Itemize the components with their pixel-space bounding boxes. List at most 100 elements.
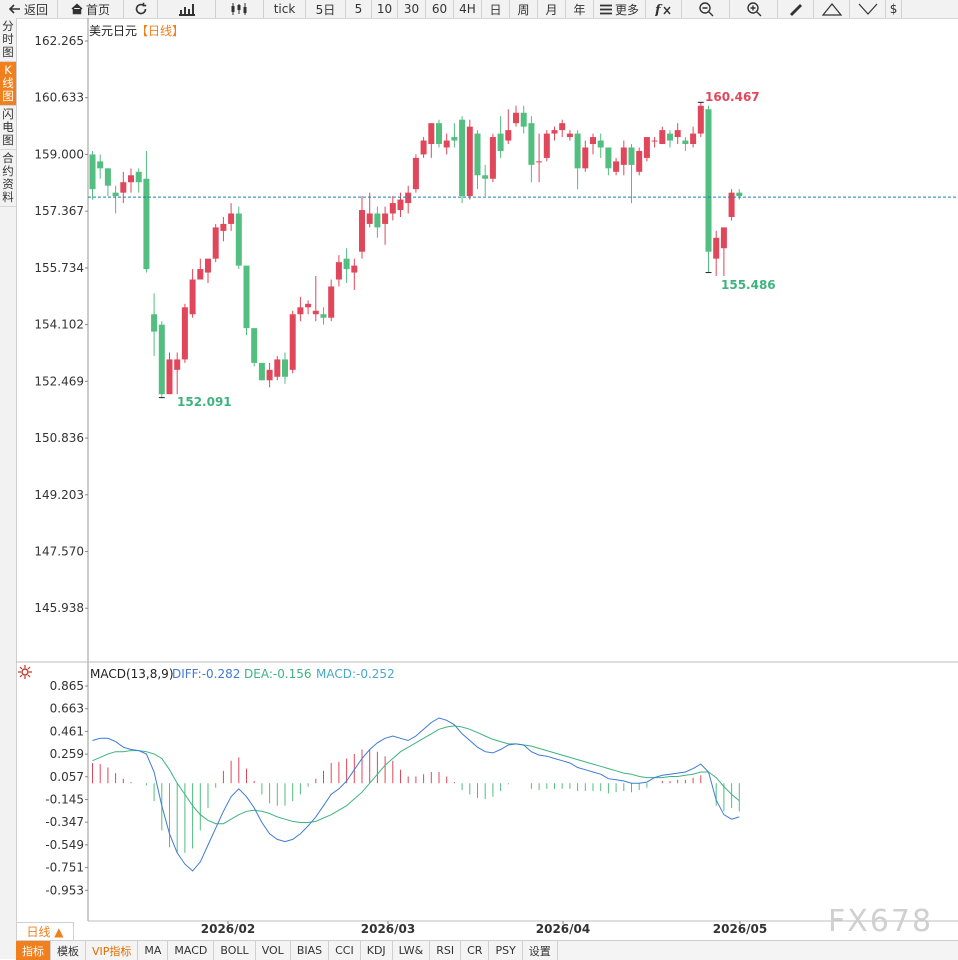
- candle-body: [189, 279, 196, 315]
- candle-body: [536, 161, 543, 163]
- candle-body: [720, 227, 727, 249]
- candle: [266, 362, 273, 388]
- date-tick-label: 2026/05: [713, 922, 767, 936]
- candle-body: [597, 140, 604, 148]
- indicator-tab[interactable]: CCI: [329, 941, 361, 960]
- candle-body: [382, 213, 389, 224]
- indicator-tab[interactable]: RSI: [430, 941, 462, 960]
- candle-body: [158, 324, 165, 395]
- candle: [674, 123, 681, 145]
- candle-body: [682, 140, 689, 145]
- toolbar-triangle-button[interactable]: [814, 0, 850, 18]
- indicator-tab[interactable]: LW&: [393, 941, 431, 960]
- toolbar-label: 年: [573, 2, 586, 17]
- candle: [451, 123, 458, 148]
- indicator-tab[interactable]: VIP指标: [86, 941, 139, 960]
- candle-body: [528, 123, 535, 165]
- candle-body: [513, 112, 519, 124]
- price-tick-label: 150.836: [34, 431, 84, 445]
- candle: [335, 255, 342, 287]
- toolbar-label: tick: [273, 2, 296, 16]
- sidebar-tab-1[interactable]: K线图: [0, 62, 16, 106]
- candlestick-series: [88, 101, 958, 399]
- toolbar-chevron-button[interactable]: [850, 0, 886, 18]
- period-tab[interactable]: 日线 ▲: [16, 922, 74, 940]
- toolbar-zoom-out-button[interactable]: [682, 0, 730, 18]
- indicator-tab[interactable]: 设置: [523, 941, 558, 960]
- toolbar-label: $: [889, 2, 898, 16]
- candle: [613, 157, 620, 176]
- candle: [97, 154, 104, 179]
- candle: [228, 203, 235, 231]
- toolbar-btn-button[interactable]: 60: [426, 0, 454, 18]
- macd-tick-label: -0.953: [45, 883, 84, 897]
- toolbar-menu-button[interactable]: 更多: [594, 0, 646, 18]
- candle: [235, 206, 242, 270]
- toolbar-btn-button[interactable]: 周: [510, 0, 538, 18]
- candle-body: [443, 140, 450, 148]
- toolbar-btn-button[interactable]: 10: [372, 0, 398, 18]
- toolbar-home-button[interactable]: 首页: [58, 0, 124, 18]
- price-tick-label: 162.265: [34, 34, 84, 48]
- toolbar-zoom-in-button[interactable]: [730, 0, 778, 18]
- toolbar-btn-button[interactable]: $: [886, 0, 902, 18]
- svg-text:f: f: [655, 3, 663, 16]
- indicator-tab[interactable]: CR: [461, 941, 490, 960]
- indicator-tab[interactable]: MA: [138, 941, 169, 960]
- indicator-tab[interactable]: 模板: [51, 941, 86, 960]
- indicator-tab[interactable]: BOLL: [214, 941, 256, 960]
- toolbar-btn-button[interactable]: 30: [398, 0, 426, 18]
- candle: [166, 352, 173, 395]
- toolbar-btn-button[interactable]: 月: [538, 0, 566, 18]
- toolbar-btn-button[interactable]: 日: [482, 0, 510, 18]
- toolbar-formula-button[interactable]: f: [646, 0, 682, 18]
- sidebar-tab-3[interactable]: 合约资料: [0, 150, 16, 207]
- candle-body: [497, 133, 504, 151]
- annotation-high: 160.467: [705, 90, 760, 104]
- candle: [559, 119, 566, 138]
- toolbar-candlestick-button[interactable]: [216, 0, 264, 18]
- indicator-tab[interactable]: 指标: [16, 941, 51, 960]
- toolbar-bar-chart-button[interactable]: [158, 0, 216, 18]
- toolbar-btn-button[interactable]: 5日: [306, 0, 346, 18]
- candle: [289, 310, 296, 374]
- sidebar-tab-0[interactable]: 分时图: [0, 18, 16, 62]
- indicator-settings-icon[interactable]: [18, 665, 32, 679]
- candle-body: [89, 154, 96, 190]
- indicator-tab[interactable]: VOL: [256, 941, 291, 960]
- indicator-bar: 指标 模板 VIP指标 MA MACD BOLL VOL BIAS CCI KDJ LW& RSI CR…: [16, 940, 958, 960]
- candle-body: [143, 178, 150, 270]
- indicator-tab[interactable]: BIAS: [291, 941, 330, 960]
- annotation-low-1: 152.091: [177, 395, 232, 409]
- candle-body: [489, 137, 496, 179]
- toolbar-back-arrow-button[interactable]: 返回: [0, 0, 58, 18]
- top-toolbar: 返回 首页 tick 5日 5 10 30 60 4H 日周月年 更多 f $: [0, 0, 958, 19]
- diff-line: [92, 717, 740, 872]
- candle: [89, 150, 96, 200]
- candle-body: [705, 109, 712, 252]
- toolbar-btn-button[interactable]: 年: [566, 0, 594, 18]
- toolbar-label: 4H: [459, 2, 476, 16]
- indicator-tab[interactable]: MACD: [168, 941, 215, 960]
- candle-body: [235, 213, 242, 266]
- toolbar-refresh-button[interactable]: [124, 0, 158, 18]
- candle: [243, 265, 250, 336]
- candle: [189, 269, 196, 318]
- candle-body: [667, 133, 673, 141]
- toolbar-btn-button[interactable]: tick: [264, 0, 306, 18]
- candle-body: [674, 130, 681, 138]
- candle: [312, 276, 319, 322]
- candle-body: [297, 307, 304, 315]
- candle-body: [312, 310, 319, 315]
- sidebar-tab-2[interactable]: 闪电图: [0, 106, 16, 150]
- toolbar-pencil-button[interactable]: [778, 0, 814, 18]
- toolbar-btn-button[interactable]: 5: [346, 0, 372, 18]
- indicator-tab[interactable]: KDJ: [361, 941, 393, 960]
- candle: [474, 130, 481, 190]
- candle: [305, 300, 312, 315]
- indicator-tab[interactable]: PSY: [489, 941, 523, 960]
- candle: [128, 168, 134, 193]
- toolbar-btn-button[interactable]: 4H: [454, 0, 482, 18]
- macd-tick-label: -0.145: [45, 793, 84, 807]
